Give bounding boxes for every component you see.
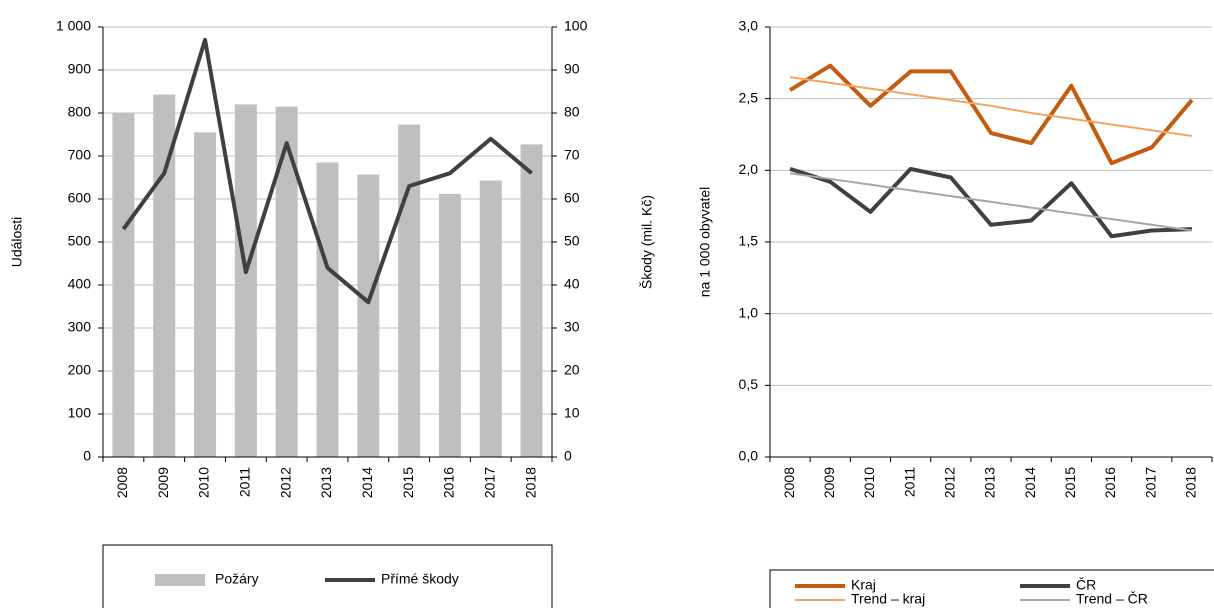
y2-tick-label: 90 (564, 61, 580, 77)
y-tick-label: 300 (68, 319, 92, 335)
legend-label: ČR (1076, 577, 1096, 593)
bar (275, 106, 298, 458)
legend-label: Trend – kraj (851, 591, 925, 607)
x-tick-label: 2015 (1062, 467, 1078, 498)
x-tick-label: 2016 (441, 467, 457, 498)
y2-tick-label: 10 (564, 405, 580, 421)
bar (357, 174, 380, 458)
y2-tick-label: 20 (564, 362, 580, 378)
legend-label: Kraj (851, 577, 876, 593)
line (789, 172, 1193, 232)
bar (234, 104, 257, 458)
y-tick-label: 2,5 (739, 89, 759, 105)
y2-tick-label: 50 (564, 233, 580, 249)
x-tick-label: 2014 (359, 467, 375, 498)
bar (112, 113, 135, 457)
y-tick-label: 1,5 (739, 233, 759, 249)
x-tick-label: 2009 (155, 467, 171, 498)
x-tick-label: 2018 (522, 467, 538, 498)
y-tick-label: 700 (68, 147, 92, 163)
x-tick-label: 2013 (982, 467, 998, 498)
y-tick-label: 0 (83, 448, 91, 464)
bar (438, 193, 461, 457)
x-tick-label: 2010 (861, 467, 877, 498)
y2-axis-label: Škody (mil. Kč) (639, 195, 655, 289)
y2-tick-label: 0 (564, 448, 572, 464)
line (789, 76, 1193, 137)
bar (479, 180, 502, 457)
line (789, 63, 1194, 166)
y-tick-label: 1 000 (56, 18, 91, 34)
bar (153, 94, 176, 457)
x-tick-label: 2010 (196, 467, 212, 498)
x-tick-label: 2017 (481, 467, 497, 498)
x-tick-label: 2014 (1022, 467, 1038, 498)
legend-swatch (155, 574, 205, 586)
x-tick-label: 2012 (277, 467, 293, 498)
y2-tick-label: 70 (564, 147, 580, 163)
y-tick-label: 0,0 (739, 448, 759, 464)
y-tick-label: 100 (68, 405, 92, 421)
x-tick-label: 2011 (237, 467, 253, 497)
x-tick-label: 2017 (1142, 467, 1158, 498)
y-tick-label: 2,0 (739, 161, 759, 177)
y-tick-label: 3,0 (739, 18, 759, 34)
legend-box (102, 544, 553, 608)
x-tick-label: 2016 (1102, 467, 1118, 498)
legend-label: Trend – ČR (1076, 591, 1148, 607)
y-tick-label: 900 (68, 61, 92, 77)
bar (520, 144, 543, 457)
y-axis-label: Události (9, 217, 25, 268)
legend-label: Přímé škody (381, 571, 459, 587)
y-axis-label: na 1 000 obyvatel (697, 187, 713, 298)
x-tick-label: 2009 (821, 467, 837, 498)
legend-label: Požáry (215, 571, 259, 587)
x-tick-label: 2011 (901, 467, 917, 497)
legend-box (769, 569, 1214, 608)
y2-tick-label: 100 (564, 18, 588, 34)
y2-tick-label: 30 (564, 319, 580, 335)
y2-tick-label: 80 (564, 104, 580, 120)
y-tick-label: 0,5 (739, 376, 759, 392)
x-tick-label: 2018 (1183, 467, 1199, 498)
bar (316, 162, 339, 457)
line (789, 166, 1192, 239)
x-tick-label: 2012 (942, 467, 958, 498)
x-tick-label: 2015 (400, 467, 416, 498)
y2-tick-label: 40 (564, 276, 580, 292)
y2-tick-label: 60 (564, 190, 580, 206)
bar (194, 132, 217, 457)
y-tick-label: 600 (68, 190, 92, 206)
y-tick-label: 200 (68, 362, 92, 378)
x-tick-label: 2008 (781, 467, 797, 498)
bar (398, 124, 421, 458)
y-tick-label: 400 (68, 276, 92, 292)
y-tick-label: 800 (68, 104, 92, 120)
line (121, 37, 533, 305)
x-tick-label: 2008 (114, 467, 130, 498)
x-tick-label: 2013 (318, 467, 334, 498)
y-tick-label: 500 (68, 233, 92, 249)
y-tick-label: 1,0 (739, 304, 759, 320)
